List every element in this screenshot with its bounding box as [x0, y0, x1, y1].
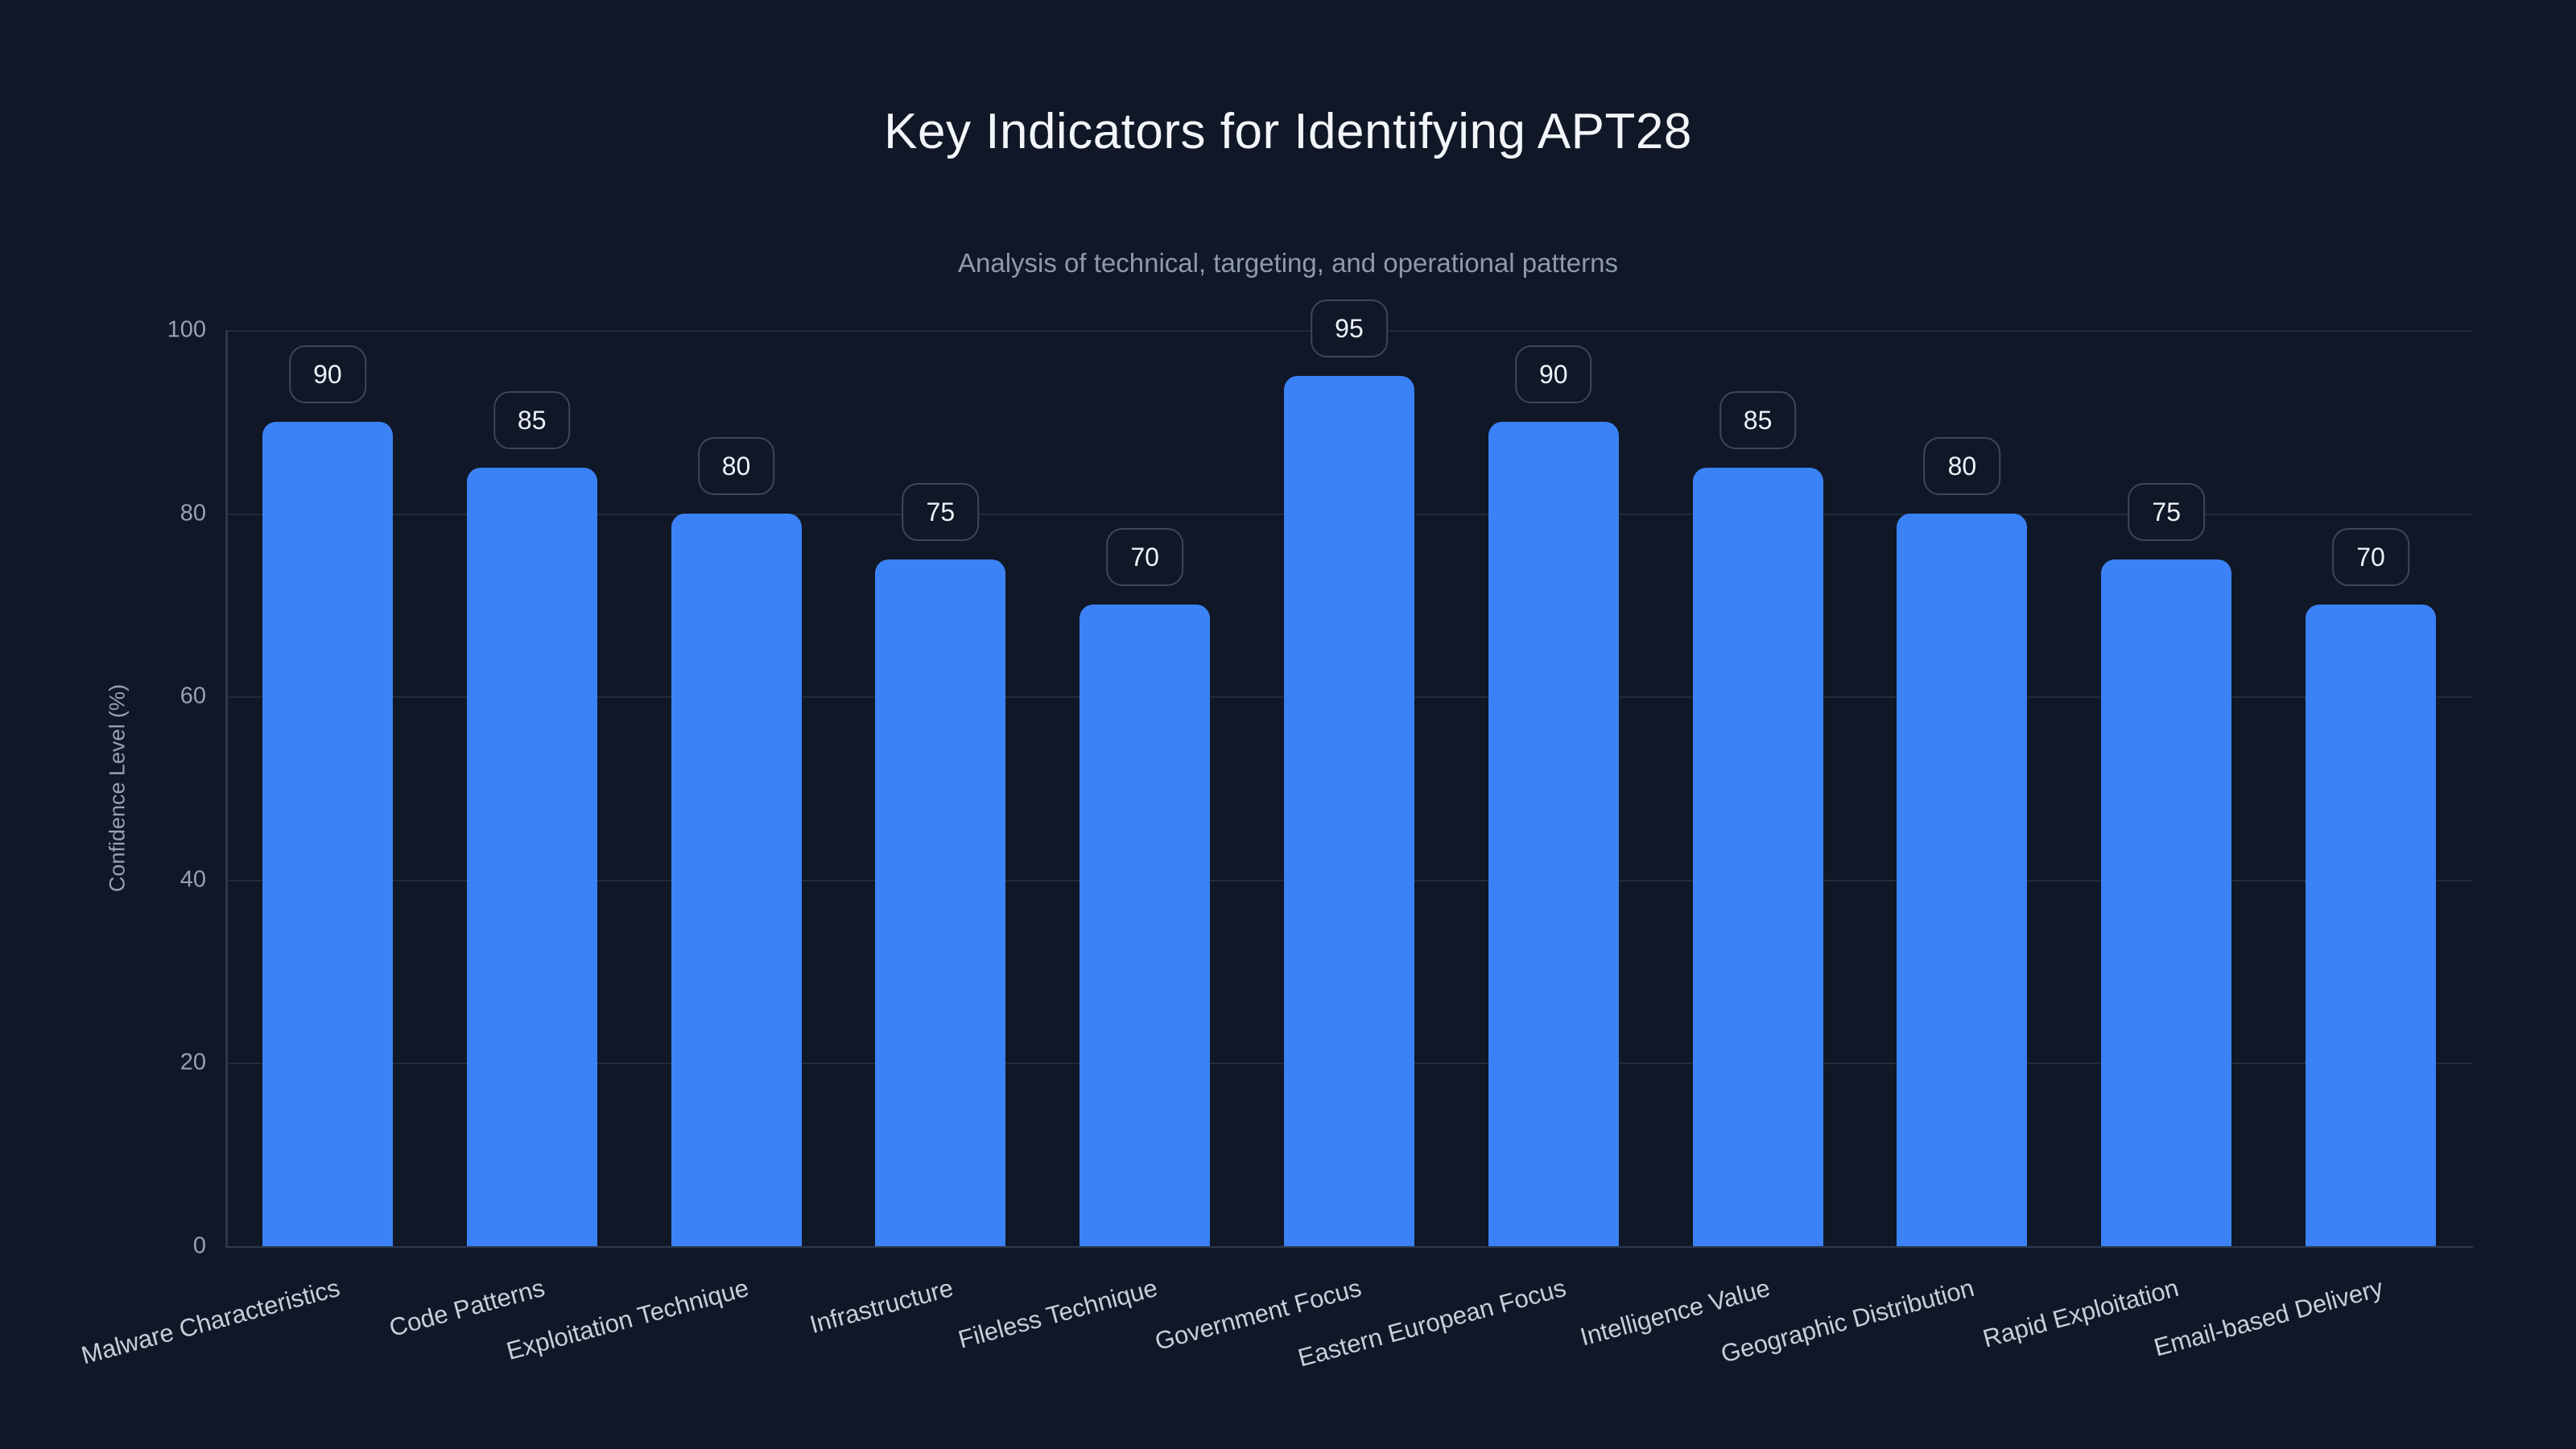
bar-group: 95 Government Focus	[1152, 299, 1451, 1356]
y-tick-label: 20	[180, 1049, 206, 1075]
bar-group: 70 Fileless Technique	[955, 330, 1247, 1354]
bar-group: 80 Geographic Distribution	[1718, 330, 2065, 1368]
bar[interactable]	[262, 421, 393, 1246]
x-axis-label: Email-based Delivery	[2151, 1274, 2387, 1362]
bar-group: 85 Intelligence Value	[1577, 330, 1860, 1352]
y-axis-title: Confidence Level (%)	[105, 683, 130, 893]
bar[interactable]	[671, 513, 802, 1246]
chart-title: Key Indicators for Identifying APT28	[884, 104, 1692, 159]
value-badge: 80	[697, 436, 775, 495]
x-axis-line	[225, 1246, 2473, 1248]
x-axis-label: Rapid Exploitation	[1979, 1274, 2182, 1353]
y-tick-label: 60	[180, 683, 206, 709]
x-axis-label: Malware Characteristics	[78, 1274, 343, 1370]
bar[interactable]	[1897, 513, 2028, 1246]
y-tick-label: 100	[167, 316, 206, 343]
value-badge: 95	[1311, 299, 1388, 357]
y-tick-label: 80	[180, 500, 206, 526]
value-badge: 90	[1514, 345, 1592, 403]
value-badge: 70	[1106, 528, 1183, 587]
bar-group: 90 Malware Characteristics	[78, 330, 430, 1369]
bar[interactable]	[875, 559, 1006, 1246]
value-badge: 85	[493, 390, 571, 449]
bar-group: 90 Eastern European Focus	[1295, 330, 1656, 1373]
bar-group: 75 Rapid Exploitation	[1980, 330, 2268, 1352]
bar[interactable]	[1080, 605, 1211, 1246]
y-axis-line	[225, 330, 228, 1246]
chart-subtitle: Analysis of technical, targeting, and op…	[957, 248, 1618, 278]
x-axis-label: Infrastructure	[806, 1274, 956, 1340]
value-badge: 75	[902, 482, 980, 541]
plot-area: Confidence Level (%) 0 20 40 60 80 100 90 Malwa…	[78, 299, 2473, 1373]
bar-group: 80 Exploitation Technique	[503, 330, 839, 1365]
bar[interactable]	[1283, 375, 1414, 1246]
bar[interactable]	[1488, 421, 1619, 1246]
y-tick-label: 0	[192, 1232, 206, 1259]
value-badge: 90	[289, 345, 366, 403]
bars-container: 90 Malware Characteristics 85 Code Patterns…	[78, 299, 2473, 1373]
bar[interactable]	[2101, 559, 2232, 1246]
bar-group: 75 Infrastructure	[807, 330, 1042, 1339]
bar[interactable]	[466, 467, 597, 1246]
value-badge: 75	[2128, 482, 2206, 541]
y-tick-label: 40	[180, 866, 206, 893]
bar-group: 85 Code Patterns	[386, 330, 634, 1342]
value-badge: 85	[1719, 390, 1797, 449]
x-axis-label: Fileless Technique	[955, 1274, 1161, 1354]
bar-group: 70 Email-based Delivery	[2151, 330, 2473, 1362]
value-badge: 80	[1923, 436, 2001, 495]
value-badge: 70	[2332, 528, 2409, 587]
bar[interactable]	[1692, 467, 1823, 1246]
bar[interactable]	[2306, 605, 2437, 1246]
